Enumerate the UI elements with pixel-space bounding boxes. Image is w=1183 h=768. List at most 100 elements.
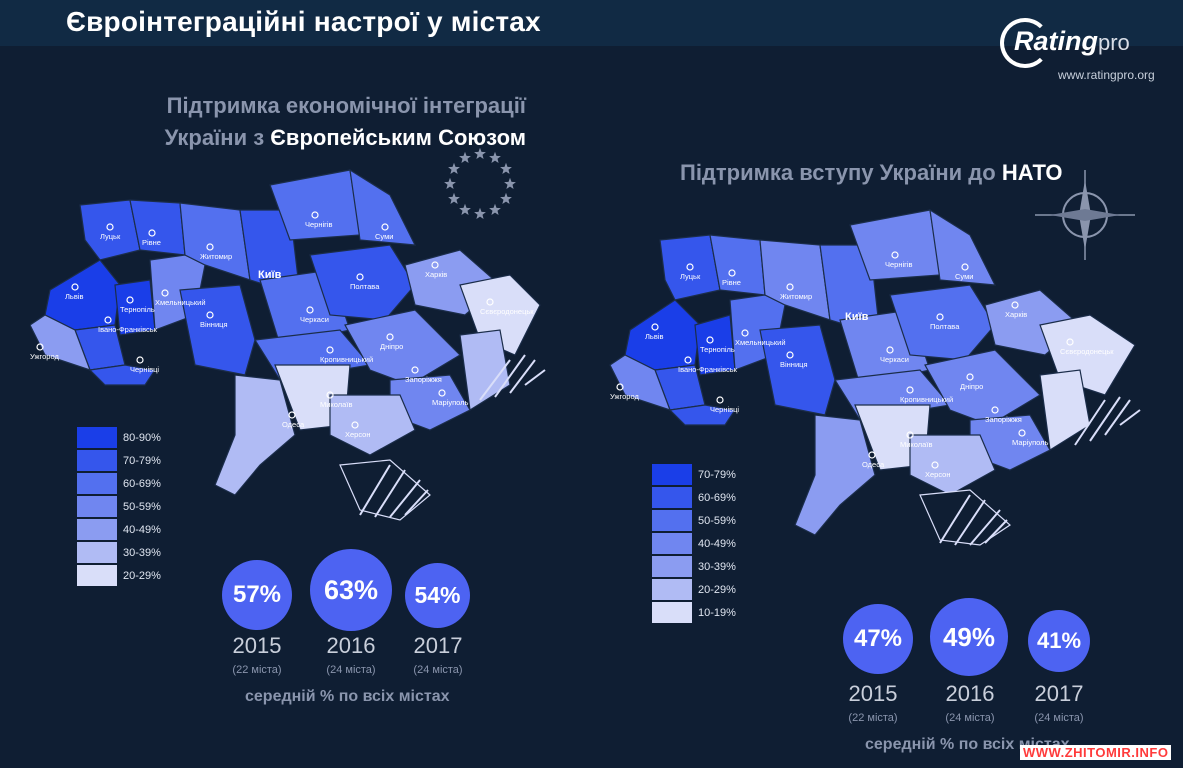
- city-label: Львів: [65, 292, 83, 301]
- kyiv-label: Київ: [845, 311, 869, 323]
- nato-year-2015: 2015: [848, 681, 898, 706]
- city-label: Житомир: [200, 252, 232, 261]
- logo-wordmark: Ratingpro: [1014, 26, 1130, 56]
- city-label: Дніпро: [380, 342, 403, 351]
- eu-cities-2016: (24 міста): [326, 664, 376, 676]
- city-marker: [991, 406, 999, 414]
- city-marker: [71, 283, 79, 291]
- city-marker: [326, 346, 334, 354]
- nato-support-map: Київ Луцьк Рівне Житомир Чернігів Суми Харків…: [609, 208, 1141, 546]
- region-kherson: [329, 394, 416, 456]
- city-label: Ужгород: [610, 392, 639, 401]
- region-vinnytsia: [759, 324, 836, 416]
- city-label: Маріуполь: [432, 398, 469, 407]
- region-poltava: [309, 244, 416, 321]
- city-label: Чернігів: [885, 260, 913, 269]
- city-label: Одеса: [282, 420, 305, 429]
- eu-legend-row: 70-79%: [77, 449, 161, 472]
- city-marker: [356, 273, 364, 281]
- eu-star: [489, 203, 501, 215]
- eu-year-2017: 2017: [413, 633, 463, 658]
- legend-label: 30-39%: [698, 560, 736, 573]
- city-marker: [906, 386, 914, 394]
- eu-bubble-2017: 54%: [405, 563, 470, 628]
- legend-label: 60-69%: [698, 491, 736, 504]
- occupied-hatch: [359, 354, 546, 518]
- nato-bubble-2017: 41%: [1028, 610, 1090, 672]
- region-sumy: [349, 168, 417, 246]
- ratingpro-logo: Ratingpro www.ratingpro.org: [1000, 18, 1175, 90]
- eu-star: [500, 162, 512, 174]
- city-label: Черкаси: [880, 355, 909, 364]
- city-marker: [306, 306, 314, 314]
- nato-legend-row: 10-19%: [652, 601, 736, 624]
- nato-subtitle: Підтримка вступу України до НАТО: [680, 160, 1063, 185]
- city-label: Тернопіль: [120, 305, 155, 314]
- city-marker: [381, 223, 389, 231]
- eu-legend: 80-90% 70-79% 60-69% 50-59% 40-49% 30-39% 20-2…: [77, 426, 161, 587]
- city-label: Сєвєродонецьк: [480, 307, 534, 316]
- page-title: Євроінтеграційні настрої у містах: [66, 6, 541, 37]
- city-label: Черкаси: [300, 315, 329, 324]
- city-marker: [161, 289, 169, 297]
- watermark: WWW.ZHITOMIR.INFO: [1020, 745, 1172, 760]
- city-marker: [931, 461, 939, 469]
- city-label: Запоріжжя: [405, 375, 442, 384]
- legend-swatch: [77, 519, 117, 540]
- nato-legend-row: 50-59%: [652, 509, 736, 532]
- city-label: Кропивницький: [900, 395, 953, 404]
- kyiv-label: Київ: [258, 269, 282, 281]
- city-label: Ужгород: [30, 352, 59, 361]
- eu-star: [474, 207, 486, 219]
- region-zakarpattia: [30, 314, 92, 371]
- city-label: Івано-Франківськ: [678, 365, 738, 374]
- city-label: Хмельницький: [155, 298, 206, 307]
- region-zakarpattia: [609, 354, 672, 411]
- legend-swatch: [652, 579, 692, 600]
- eu-subtitle: Підтримка економічної інтеграції України…: [96, 90, 526, 154]
- city-marker: [431, 261, 439, 269]
- nato-bubble-2015: 47%: [843, 604, 913, 674]
- eu-star: [459, 203, 471, 215]
- legend-swatch: [652, 510, 692, 531]
- city-marker: [438, 389, 446, 397]
- nato-cities-2015: (22 міста): [848, 712, 898, 724]
- city-label: Полтава: [350, 282, 380, 291]
- city-marker: [326, 391, 334, 399]
- city-marker: [728, 269, 736, 277]
- legend-swatch: [652, 533, 692, 554]
- region-dnipro: [344, 309, 461, 386]
- nato-legend-row: 70-79%: [652, 463, 736, 486]
- city-label: Харків: [1005, 310, 1027, 319]
- legend-swatch: [652, 464, 692, 485]
- region-donetsk: [459, 329, 511, 412]
- eu-bubble-2015: 57%: [222, 560, 292, 630]
- nato-legend-row: 20-29%: [652, 578, 736, 601]
- city-label: Тернопіль: [700, 345, 735, 354]
- nato-bubble-2016: 49%: [930, 598, 1008, 676]
- city-marker: [206, 243, 214, 251]
- region-crimea: [339, 459, 431, 521]
- city-label: Маріуполь: [1012, 438, 1049, 447]
- city-marker: [36, 343, 44, 351]
- city-label: Суми: [375, 232, 393, 241]
- city-marker: [686, 263, 694, 271]
- region-chernivtsi: [88, 364, 157, 386]
- city-marker: [1066, 338, 1074, 346]
- region-kherson: [909, 434, 996, 496]
- legend-label: 30-39%: [123, 546, 161, 559]
- legend-swatch: [77, 542, 117, 563]
- city-label: Одеса: [862, 460, 885, 469]
- nato-legend-row: 60-69%: [652, 486, 736, 509]
- legend-swatch: [77, 450, 117, 471]
- legend-swatch: [652, 556, 692, 577]
- city-marker: [1011, 301, 1019, 309]
- nato-avg-label: середній % по всіх містах: [865, 736, 1070, 753]
- eu-legend-row: 40-49%: [77, 518, 161, 541]
- eu-legend-row: 80-90%: [77, 426, 161, 449]
- city-marker: [966, 373, 974, 381]
- city-marker: [1018, 429, 1026, 437]
- city-marker: [936, 313, 944, 321]
- city-marker: [288, 411, 296, 419]
- city-marker: [136, 356, 144, 364]
